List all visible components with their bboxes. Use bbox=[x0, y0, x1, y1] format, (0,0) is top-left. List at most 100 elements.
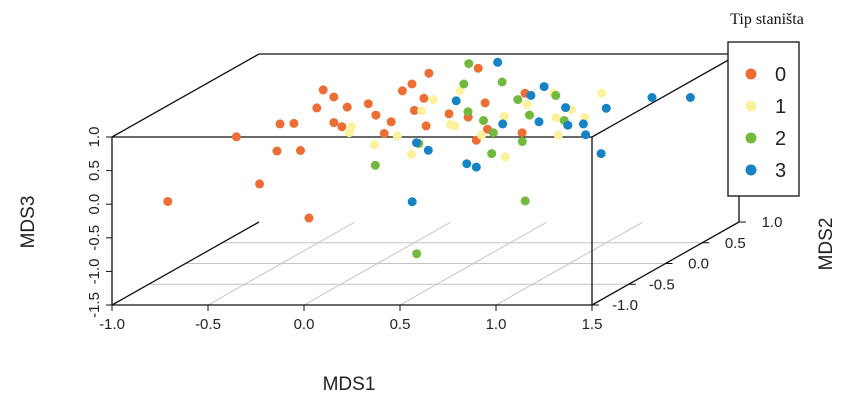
point-series-1 bbox=[500, 152, 510, 162]
x-tick-label: 1.5 bbox=[582, 316, 603, 333]
point-series-3 bbox=[526, 90, 536, 100]
y-tick-label: -1.0 bbox=[612, 297, 638, 314]
point-series-0 bbox=[379, 129, 389, 138]
point-series-3 bbox=[563, 120, 573, 130]
z-tick-label: 1.0 bbox=[86, 127, 103, 148]
point-series-3 bbox=[493, 57, 503, 67]
point-series-1 bbox=[417, 106, 427, 116]
point-series-2 bbox=[497, 77, 507, 87]
point-series-1 bbox=[551, 113, 561, 123]
legend-marker bbox=[745, 164, 757, 176]
axis-ticks: -1.0 -0.5 0.0 0.5 1.0 1.5 -1.0 -0.5 0.0 0.5 1.0 -1.… bbox=[86, 127, 782, 333]
legend-label: 1 bbox=[775, 96, 786, 118]
y-tick-label: 0.5 bbox=[725, 235, 746, 252]
legend-label: 2 bbox=[775, 128, 786, 150]
z-tick-label: 0.5 bbox=[86, 160, 103, 181]
x-tick-label: 1.0 bbox=[486, 316, 507, 333]
point-series-3 bbox=[451, 96, 461, 106]
point-series-0 bbox=[473, 63, 483, 73]
point-series-1 bbox=[450, 121, 460, 131]
point-series-2 bbox=[463, 107, 473, 117]
point-series-1 bbox=[369, 140, 379, 150]
point-series-0 bbox=[337, 122, 347, 132]
point-series-0 bbox=[409, 105, 419, 115]
point-series-2 bbox=[488, 128, 498, 138]
point-series-0 bbox=[318, 85, 328, 95]
z-tick-label: -1.0 bbox=[86, 258, 103, 284]
y-tick-label: -0.5 bbox=[649, 276, 675, 293]
point-series-0 bbox=[424, 68, 434, 78]
x-tick-label: 0.5 bbox=[390, 316, 411, 333]
point-series-0 bbox=[329, 92, 339, 102]
box-edge bbox=[591, 53, 740, 138]
point-series-3 bbox=[685, 93, 695, 102]
point-series-0 bbox=[275, 119, 285, 129]
point-series-0 bbox=[329, 118, 339, 128]
z-tick-label: -1.5 bbox=[86, 292, 103, 318]
point-series-0 bbox=[407, 79, 417, 89]
point-series-3 bbox=[498, 119, 508, 129]
point-series-0 bbox=[272, 146, 282, 156]
floor-grid bbox=[148, 221, 703, 306]
point-series-2 bbox=[464, 59, 474, 69]
point-series-2 bbox=[520, 196, 530, 206]
point-series-1 bbox=[455, 86, 465, 96]
legend-marker bbox=[745, 132, 757, 144]
point-series-1 bbox=[522, 99, 532, 109]
point-series-1 bbox=[477, 130, 486, 140]
plot-box bbox=[111, 53, 740, 306]
legend-title: Tip staništa bbox=[730, 11, 804, 28]
point-series-0 bbox=[421, 121, 431, 131]
point-series-0 bbox=[444, 109, 454, 119]
point-series-0 bbox=[371, 110, 381, 120]
point-series-0 bbox=[289, 118, 299, 128]
point-series-1 bbox=[392, 131, 402, 141]
point-series-3 bbox=[471, 162, 481, 172]
x-axis-label: MDS1 bbox=[323, 374, 376, 395]
point-series-3 bbox=[578, 119, 588, 129]
y-tick-label: 1.0 bbox=[762, 214, 783, 231]
point-series-3 bbox=[601, 103, 611, 113]
y-axis-label: MDS2 bbox=[816, 218, 837, 271]
point-series-2 bbox=[412, 249, 422, 259]
point-series-1 bbox=[428, 95, 438, 105]
point-series-3 bbox=[647, 93, 657, 102]
legend-marker bbox=[745, 100, 757, 112]
x-tick-label: 0.0 bbox=[294, 316, 315, 333]
point-series-3 bbox=[539, 82, 549, 92]
x-tick-label: -1.0 bbox=[99, 316, 125, 333]
x-tick-label: -0.5 bbox=[195, 316, 221, 333]
point-series-2 bbox=[370, 160, 380, 170]
point-series-3 bbox=[407, 197, 417, 207]
point-series-2 bbox=[479, 116, 488, 125]
point-series-2 bbox=[459, 79, 469, 89]
point-series-0 bbox=[386, 117, 396, 127]
point-series-3 bbox=[596, 149, 606, 159]
point-series-2 bbox=[487, 149, 497, 159]
point-series-3 bbox=[462, 159, 472, 169]
legend-entries: 0 1 2 3 bbox=[745, 64, 786, 182]
point-series-2 bbox=[517, 137, 527, 146]
point-series-3 bbox=[561, 103, 571, 113]
legend-label: 3 bbox=[775, 160, 786, 182]
legend-marker bbox=[745, 68, 757, 80]
point-series-0 bbox=[363, 99, 373, 109]
point-series-0 bbox=[231, 132, 241, 142]
point-series-3 bbox=[534, 117, 544, 127]
legend: Tip staništa 0 1 2 3 bbox=[727, 11, 804, 197]
point-series-0 bbox=[312, 103, 322, 113]
point-series-0 bbox=[296, 146, 305, 155]
point-series-0 bbox=[304, 213, 314, 223]
point-series-0 bbox=[517, 128, 527, 138]
z-tick-label: 0.0 bbox=[86, 194, 103, 215]
point-series-1 bbox=[553, 130, 563, 140]
point-series-0 bbox=[397, 86, 407, 96]
point-series-0 bbox=[419, 93, 429, 103]
point-series-0 bbox=[163, 197, 173, 206]
point-series-0 bbox=[255, 179, 265, 189]
point-series-3 bbox=[412, 138, 421, 148]
z-tick-label: -0.5 bbox=[86, 225, 103, 251]
point-series-0 bbox=[342, 102, 352, 112]
point-series-0 bbox=[480, 98, 490, 108]
